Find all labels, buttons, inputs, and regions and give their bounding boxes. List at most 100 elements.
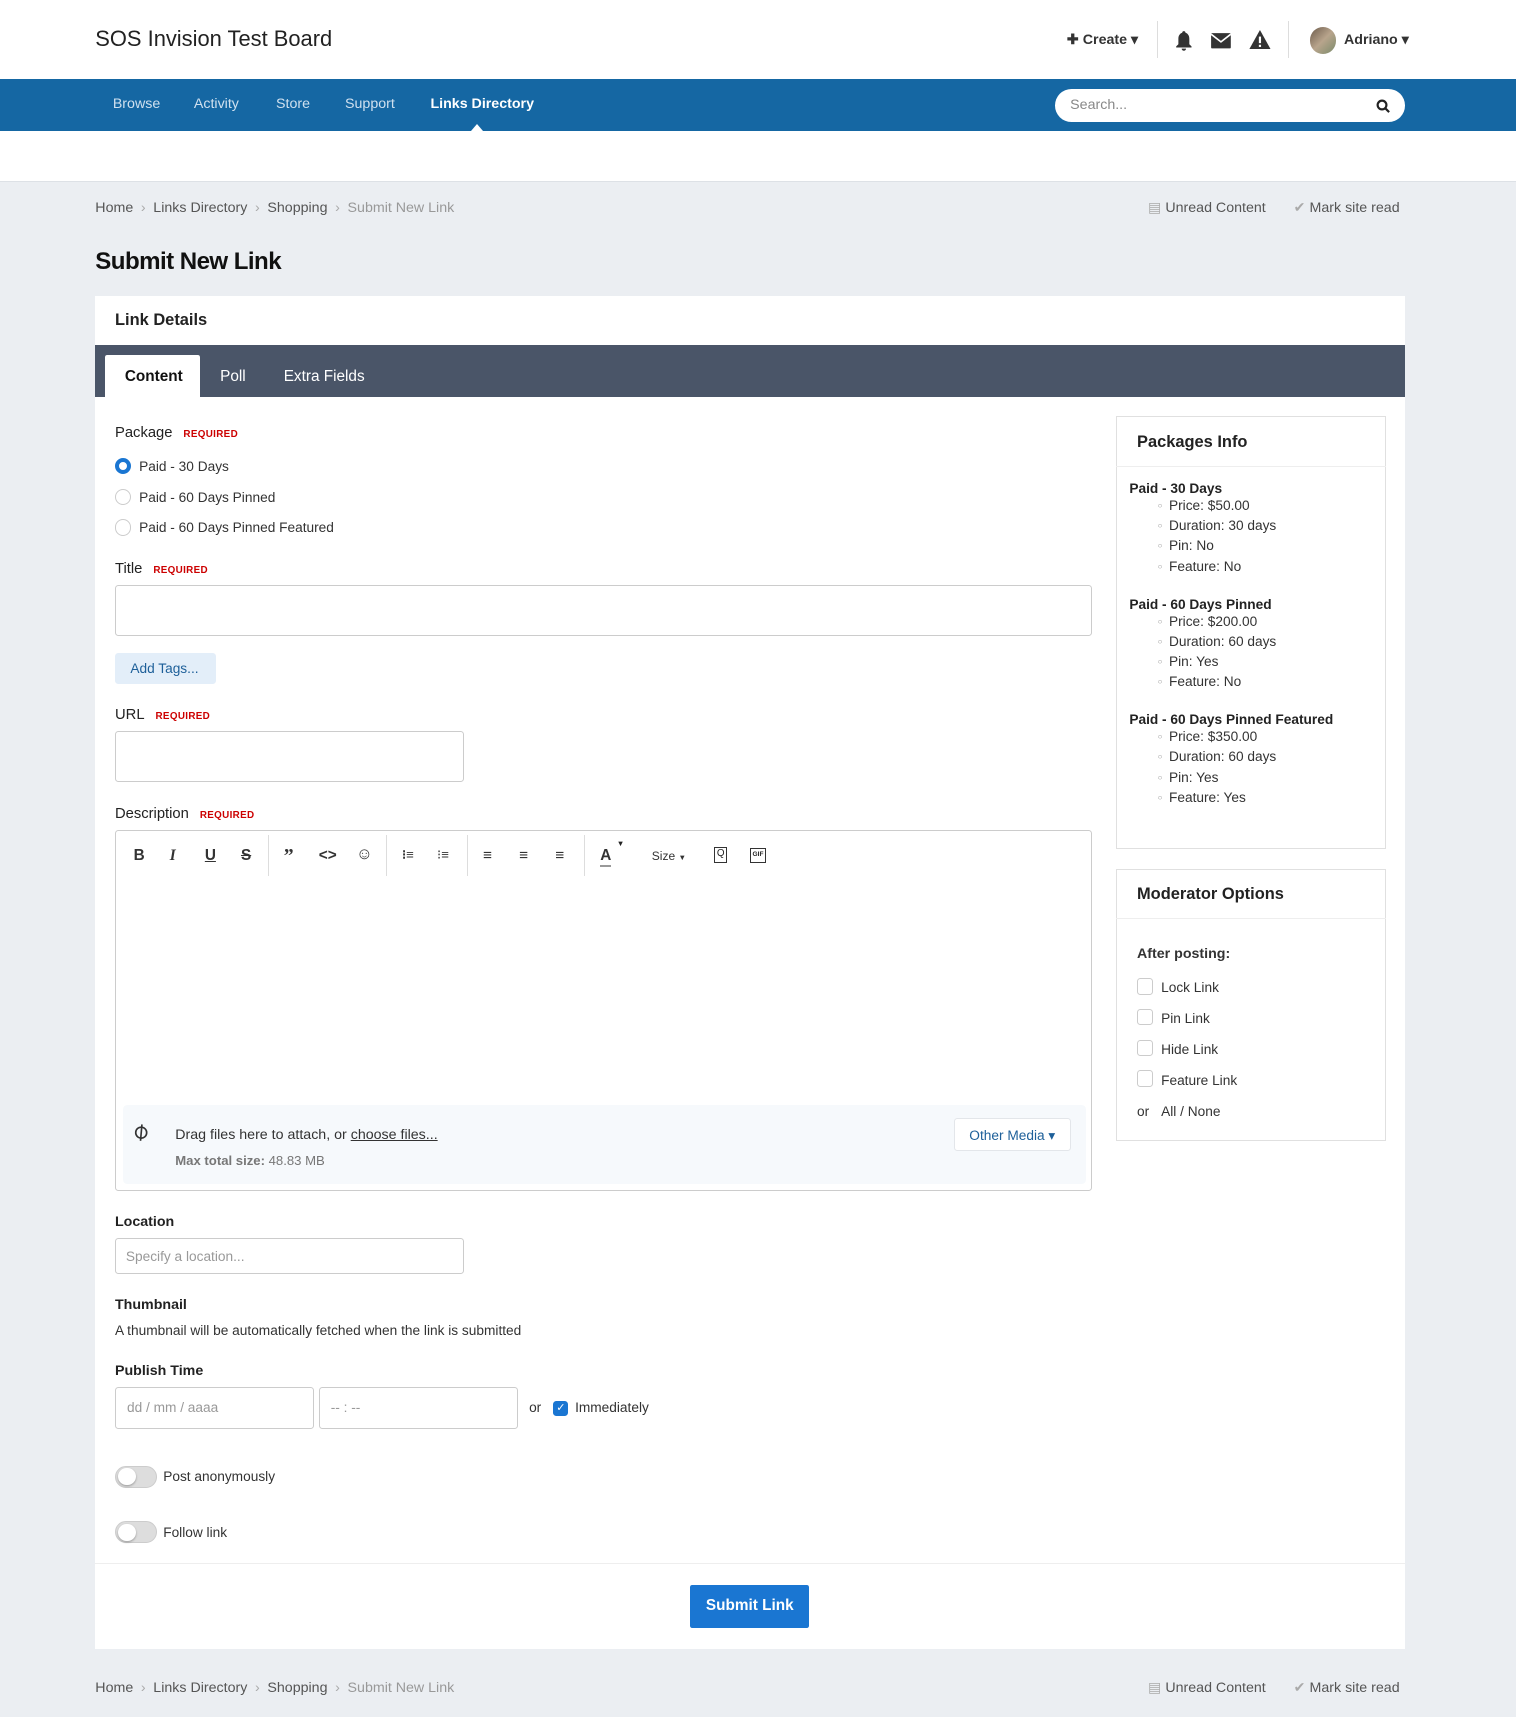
- hide-link-checkbox[interactable]: [1137, 1039, 1154, 1056]
- pin-link-checkbox[interactable]: [1137, 1008, 1154, 1026]
- all-none-link[interactable]: All / None: [1161, 1104, 1221, 1120]
- option-label: Feature Link: [1161, 1073, 1238, 1089]
- italic-icon[interactable]: I: [169, 846, 176, 864]
- nav-support[interactable]: Support: [345, 96, 395, 113]
- divider: [268, 834, 270, 877]
- mark-read-link[interactable]: ✔ Mark site read: [1293, 1680, 1400, 1697]
- divider: [1156, 20, 1158, 59]
- description-label: Description REQUIRED: [115, 806, 255, 823]
- divider: [583, 834, 585, 877]
- align-center-icon[interactable]: ≡: [519, 846, 529, 864]
- create-button[interactable]: ✚ Create ▾: [1066, 31, 1139, 48]
- envelope-icon[interactable]: [1210, 32, 1232, 50]
- page-title: Submit New Link: [95, 247, 282, 275]
- url-input[interactable]: [115, 730, 465, 783]
- or-text: or: [1137, 1104, 1150, 1120]
- immediately-checkbox[interactable]: ✓: [553, 1400, 569, 1417]
- align-left-icon[interactable]: ≡: [483, 846, 493, 864]
- tab-extra-fields[interactable]: Extra Fields: [283, 368, 365, 386]
- anonymous-toggle[interactable]: [115, 1465, 157, 1488]
- tab-content-label[interactable]: Content: [124, 368, 183, 386]
- newspaper-icon: ▤: [1147, 200, 1166, 217]
- title-label: Title REQUIRED: [115, 560, 208, 577]
- numbered-list-icon[interactable]: ⁝≡: [437, 846, 449, 862]
- date-input[interactable]: dd / mm / aaaa: [115, 1386, 315, 1430]
- other-media-button[interactable]: Other Media ▾: [954, 1118, 1072, 1152]
- package-option-label: Paid - 60 Days Pinned: [139, 489, 276, 505]
- package-radio-60-pinned[interactable]: [115, 488, 132, 505]
- time-input[interactable]: -- : --: [318, 1386, 519, 1430]
- header-strip: [0, 131, 1516, 182]
- nav-activity[interactable]: Activity: [193, 96, 239, 113]
- warning-icon[interactable]: [1248, 29, 1271, 50]
- tab-bar: [95, 345, 1406, 397]
- publish-label: Publish Time: [115, 1362, 204, 1379]
- unread-content-link[interactable]: ▤ Unread Content: [1147, 200, 1266, 217]
- nav-links-directory[interactable]: Links Directory: [430, 96, 534, 113]
- newspaper-icon: ▤: [1147, 1680, 1166, 1697]
- emoji-icon[interactable]: ☺: [355, 844, 373, 863]
- option-label: Hide Link: [1161, 1041, 1219, 1057]
- title-input[interactable]: [115, 584, 1093, 637]
- attachment-area[interactable]: [122, 1105, 1086, 1185]
- check-icon: ✔: [1293, 1680, 1310, 1697]
- after-posting-label: After posting:: [1137, 946, 1231, 963]
- strikethrough-icon[interactable]: S: [240, 846, 252, 864]
- moderator-options-box: [1116, 868, 1386, 1142]
- package-option-label: Paid - 60 Days Pinned Featured: [139, 520, 334, 536]
- align-right-icon[interactable]: ≡: [555, 846, 565, 864]
- breadcrumb-home[interactable]: Home: [95, 200, 134, 217]
- package-option-label: Paid - 30 Days: [139, 458, 229, 474]
- bell-icon[interactable]: [1174, 30, 1194, 52]
- breadcrumb-shopping[interactable]: Shopping: [267, 1680, 328, 1697]
- lock-link-checkbox[interactable]: [1137, 978, 1154, 995]
- tab-poll[interactable]: Poll: [220, 368, 246, 386]
- drag-text: Drag files here to attach, or choose fil…: [175, 1127, 438, 1144]
- avatar[interactable]: [1310, 27, 1337, 54]
- user-menu[interactable]: Adriano ▾: [1344, 31, 1409, 48]
- site-title[interactable]: SOS Invision Test Board: [95, 26, 333, 52]
- or-text: or: [529, 1399, 542, 1415]
- thumbnail-label: Thumbnail: [115, 1296, 187, 1313]
- quote-icon[interactable]: ”: [283, 844, 294, 867]
- feature-link-checkbox[interactable]: [1137, 1070, 1154, 1087]
- choose-files-link[interactable]: choose files...: [350, 1127, 438, 1144]
- url-label: URL REQUIRED: [115, 706, 211, 723]
- add-tags-button[interactable]: Add Tags...: [115, 652, 216, 684]
- bullet-list-icon[interactable]: ⁝≡: [402, 846, 414, 862]
- card-title: Link Details: [115, 311, 208, 330]
- option-label: Lock Link: [1161, 980, 1219, 996]
- breadcrumb-home[interactable]: Home: [95, 1680, 134, 1697]
- preview-icon[interactable]: Q: [714, 846, 728, 864]
- code-icon[interactable]: <>: [318, 846, 337, 864]
- thumbnail-text: A thumbnail will be automatically fetche…: [115, 1323, 522, 1339]
- follow-toggle[interactable]: [115, 1521, 157, 1544]
- underline-icon[interactable]: U: [204, 846, 216, 864]
- mark-read-link[interactable]: ✔ Mark site read: [1293, 200, 1400, 217]
- location-input[interactable]: Specify a location...: [115, 1237, 465, 1274]
- check-icon: ✔: [1293, 200, 1310, 217]
- package-radio-60-featured[interactable]: [115, 519, 132, 536]
- submit-button[interactable]: Submit Link: [690, 1585, 810, 1628]
- font-color-icon[interactable]: A: [600, 847, 612, 867]
- breadcrumb-shopping[interactable]: Shopping: [267, 200, 328, 217]
- breadcrumb-links[interactable]: Links Directory: [153, 200, 248, 217]
- nav-store[interactable]: Store: [276, 96, 311, 113]
- breadcrumb-links[interactable]: Links Directory: [153, 1680, 248, 1697]
- divider: [385, 834, 387, 877]
- gif-icon[interactable]: GIF: [750, 847, 766, 864]
- active-indicator: [471, 123, 483, 131]
- search-input[interactable]: Search...: [1054, 88, 1406, 122]
- package-details: Price: $200.00Duration: 60 daysPin: YesF…: [1129, 612, 1333, 693]
- divider: [1288, 20, 1290, 59]
- divider: [95, 1563, 1406, 1565]
- option-label: Pin Link: [1161, 1011, 1210, 1027]
- unread-content-link[interactable]: ▤ Unread Content: [1147, 1680, 1266, 1697]
- bold-icon[interactable]: B: [133, 846, 145, 864]
- package-radio-30[interactable]: [115, 457, 132, 475]
- divider: [1116, 465, 1386, 467]
- search-icon[interactable]: [1376, 99, 1390, 113]
- tab-content[interactable]: [105, 354, 201, 397]
- size-dropdown[interactable]: Size ▼: [651, 848, 687, 863]
- nav-browse[interactable]: Browse: [112, 96, 161, 113]
